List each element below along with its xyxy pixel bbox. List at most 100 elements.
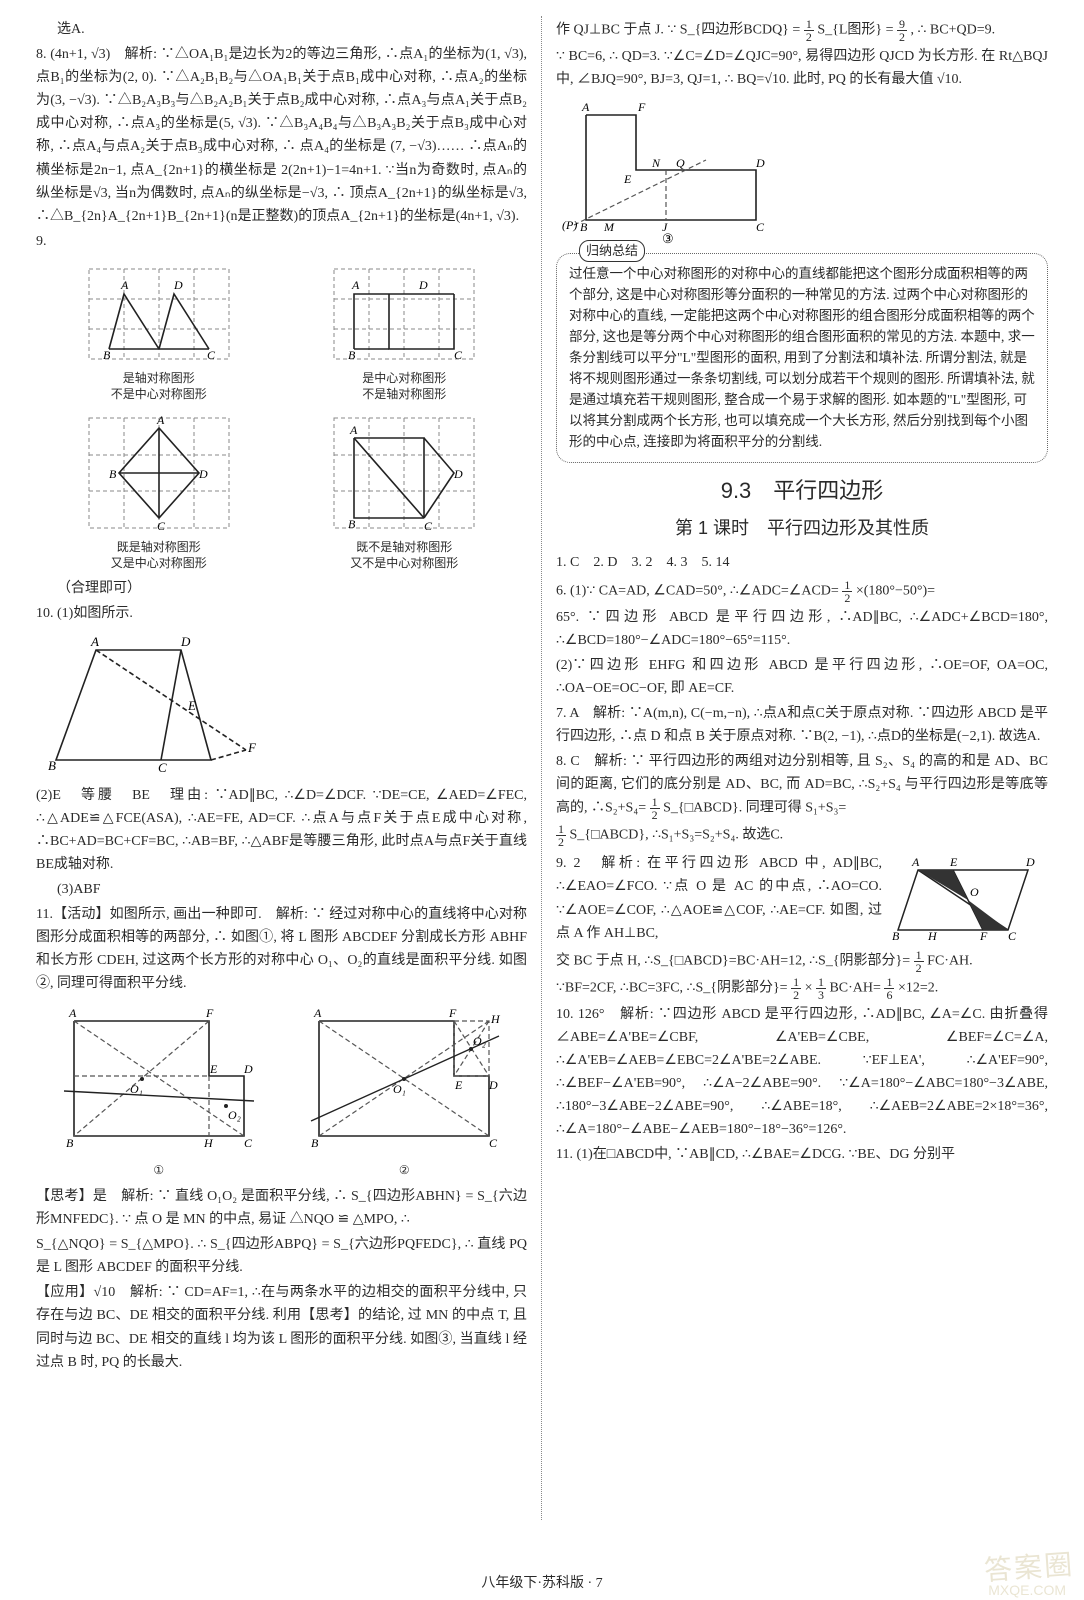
q9-cap4a: 既不是轴对称图形 <box>356 540 452 554</box>
svg-text:C: C <box>454 348 463 362</box>
svg-text:D: D <box>243 1062 253 1076</box>
svg-text:C: C <box>158 760 167 775</box>
answers: 1. C 2. D 3. 2 4. 3 5. 14 <box>556 551 1048 574</box>
q10-figure: A D B C E F <box>36 630 527 780</box>
svg-text:A: A <box>351 278 360 292</box>
frac1: 12 <box>804 18 814 43</box>
svg-text:C: C <box>1008 929 1017 943</box>
svg-text:B: B <box>66 1136 74 1150</box>
r-p1: 作 QJ⊥BC 于点 J. ∵ S_{四边形BCDQ} = 12 S_{L图形}… <box>556 18 1048 43</box>
r-p1c: , ∴ BC+QD=9. <box>911 23 996 38</box>
svg-text:B: B <box>348 517 356 531</box>
q9-fig3: A D B C <box>79 408 239 538</box>
q11-think-a: 【思考】是 解析: ∵ 直线 O₁O₂ 是面积平分线, ∴ S_{四边形ABHN… <box>36 1185 527 1231</box>
svg-text:A: A <box>349 423 358 437</box>
svg-text:B: B <box>348 348 356 362</box>
q9-cell4: A D B C 既不是轴对称图形又不是中心对称图形 <box>324 408 484 571</box>
svg-text:O: O <box>970 885 979 899</box>
q9-cap3b: 又是中心对称图形 <box>111 556 207 570</box>
svg-text:E: E <box>623 172 632 186</box>
svg-text:Q: Q <box>676 156 685 170</box>
r-q9bb: FC·AH. <box>927 953 973 968</box>
p-select-a: 选A. <box>36 18 527 41</box>
r-p1a: 作 QJ⊥BC 于点 J. ∵ S_{四边形BCDQ} = <box>556 23 804 38</box>
svg-text:B: B <box>311 1136 319 1150</box>
frac2: 92 <box>897 18 907 43</box>
q9-cap2b: 不是轴对称图形 <box>362 387 446 401</box>
svg-text:(P): (P) <box>562 218 577 232</box>
page-footer: 八年级下·苏科版 · 7 <box>0 1572 1084 1592</box>
svg-text:E: E <box>209 1062 218 1076</box>
frac8: 13 <box>816 976 826 1001</box>
frac3: 12 <box>842 579 852 604</box>
svg-text:A: A <box>156 413 165 427</box>
fig3-label: ③ <box>662 231 674 245</box>
q9-row1: A D B C 是轴对称图形不是中心对称图形 <box>36 259 527 402</box>
svg-text:D: D <box>198 467 208 481</box>
r-q9ba: 交 BC 于点 H, ∴S_{□ABCD}=BC·AH=12, ∴S_{阴影部分… <box>556 953 914 968</box>
r-p1b: S_{L图形} = <box>817 23 897 38</box>
q11-apply: 【应用】√10 解析: ∵ CD=AF=1, ∴在与两条水平的边相交的面积平分线… <box>36 1281 527 1373</box>
svg-text:N: N <box>651 156 661 170</box>
q11-think-b: S_{△NQO} = S_{△MPO}. ∴ S_{四边形ABPQ} = S_{… <box>36 1233 527 1279</box>
r-q8b: S_{□ABCD}. 同理可得 S₁+S₃= <box>663 801 846 816</box>
svg-text:A: A <box>313 1006 322 1020</box>
svg-text:D: D <box>1025 855 1035 869</box>
svg-text:C: C <box>756 220 765 234</box>
r-q9cd: ×12=2. <box>898 980 938 995</box>
r-q6-1a: 6. (1)∵ CA=AD, ∠CAD=50°, ∴∠ADC=∠ACD= <box>556 583 842 598</box>
svg-text:A: A <box>90 634 99 649</box>
svg-text:C: C <box>424 519 433 533</box>
svg-text:B: B <box>109 467 117 481</box>
q11-fig2: A F H E D C B O₁ O₂ <box>299 1001 509 1161</box>
q11-fig1-cell: A F E D C B H O₁ O₂ ① <box>54 1001 264 1179</box>
r-p2: ∵ BC=6, ∴ QD=3. ∵∠C=∠D=∠QJC=90°, 易得四边形 Q… <box>556 45 1048 91</box>
svg-text:C: C <box>157 519 166 533</box>
r-q10: 10. 126° 解析: ∵四边形 ABCD 是平行四边形, ∴AD∥BC, ∠… <box>556 1003 1048 1142</box>
svg-text:F: F <box>205 1006 214 1020</box>
r-q9c: ∵BF=2CF, ∴BC=3FC, ∴S_{阴影部分}= 12 × 13 BC·… <box>556 976 1048 1001</box>
svg-text:O₁: O₁ <box>130 1082 143 1096</box>
r-q8cc: S_{□ABCD}, ∴S₁+S₃=S₂+S₄. 故选C. <box>570 828 784 843</box>
q9-cap1a: 是轴对称图形 <box>123 371 195 385</box>
svg-text:C: C <box>207 348 216 362</box>
svg-text:F: F <box>247 740 257 755</box>
svg-text:D: D <box>488 1078 498 1092</box>
svg-text:O₂: O₂ <box>473 1034 486 1048</box>
r-q9b: 交 BC 于点 H, ∴S_{□ABCD}=BC·AH=12, ∴S_{阴影部分… <box>556 949 1048 974</box>
q9-cell1: A D B C 是轴对称图形不是中心对称图形 <box>79 259 239 402</box>
summary-box: 归纳总结 过任意一个中心对称图形的对称中心的直线都能把这个图形分成面积相等的两个… <box>556 253 1048 463</box>
fig3-wrap: A F E D C B (P) M J N Q ③ <box>556 95 1048 245</box>
r-q6-2: (2)∵四边形 EHFG 和四边形 ABCD 是平行四边形, ∴OE=OF, O… <box>556 654 1048 700</box>
fig3: A F E D C B (P) M J N Q ③ <box>556 95 776 245</box>
svg-text:H: H <box>490 1012 501 1026</box>
r-q8: 8. C 解析: ∵ 平行四边形的两组对边分别相等, 且 S₂、S₄ 的高的和是… <box>556 750 1048 821</box>
svg-text:B: B <box>48 758 56 773</box>
q9-label: 9. <box>36 230 527 253</box>
svg-text:D: D <box>173 278 183 292</box>
page: 选A. 8. (4n+1, √3) 解析: ∵△OA₁B₁是边长为2的等边三角形… <box>0 0 1084 1560</box>
r-q8c: 12 S_{□ABCD}, ∴S₁+S₃=S₂+S₄. 故选C. <box>556 823 1048 848</box>
svg-text:B: B <box>103 348 111 362</box>
watermark-sub: MXQE.COM <box>988 1582 1066 1598</box>
svg-text:B: B <box>892 929 900 943</box>
left-column: 选A. 8. (4n+1, √3) 解析: ∵△OA₁B₁是边长为2的等边三角形… <box>28 16 542 1520</box>
svg-text:D: D <box>418 278 428 292</box>
section-9-3: 9.3 平行四边形 <box>556 473 1048 509</box>
q11-activity: 11.【活动】如图所示, 画出一种即可. 解析: ∵ 经过对称中心的直线将中心对… <box>36 903 527 995</box>
q9-cap3a: 既是轴对称图形 <box>117 540 201 554</box>
q10-svg: A D B C E F <box>36 630 266 780</box>
svg-text:F: F <box>979 929 988 943</box>
r-q6-1b: ×(180°−50°)= <box>856 583 935 598</box>
r-q11: 11. (1)在□ABCD中, ∵AB∥CD, ∴∠BAE=∠DCG. ∵BE、… <box>556 1143 1048 1166</box>
r-q6-1c: 65°. ∵四边形 ABCD 是平行四边形, ∴AD∥BC, ∴∠ADC+∠BC… <box>556 606 1048 652</box>
q9-parallelogram: A E D B H F C O <box>888 850 1048 945</box>
q11-fig1: A F E D C B H O₁ O₂ <box>54 1001 264 1161</box>
q11-fig1-label: ① <box>153 1163 164 1179</box>
r-q9-wrap: 9. 2 解析: 在平行四边形 ABCD 中, AD∥BC, ∴∠EAO=∠FC… <box>556 850 1048 946</box>
q9-fig4: A D B C <box>324 408 484 538</box>
frac5: 12 <box>556 823 566 848</box>
q9-fig1: A D B C <box>79 259 239 369</box>
svg-text:A: A <box>581 100 590 114</box>
svg-text:H: H <box>203 1136 214 1150</box>
